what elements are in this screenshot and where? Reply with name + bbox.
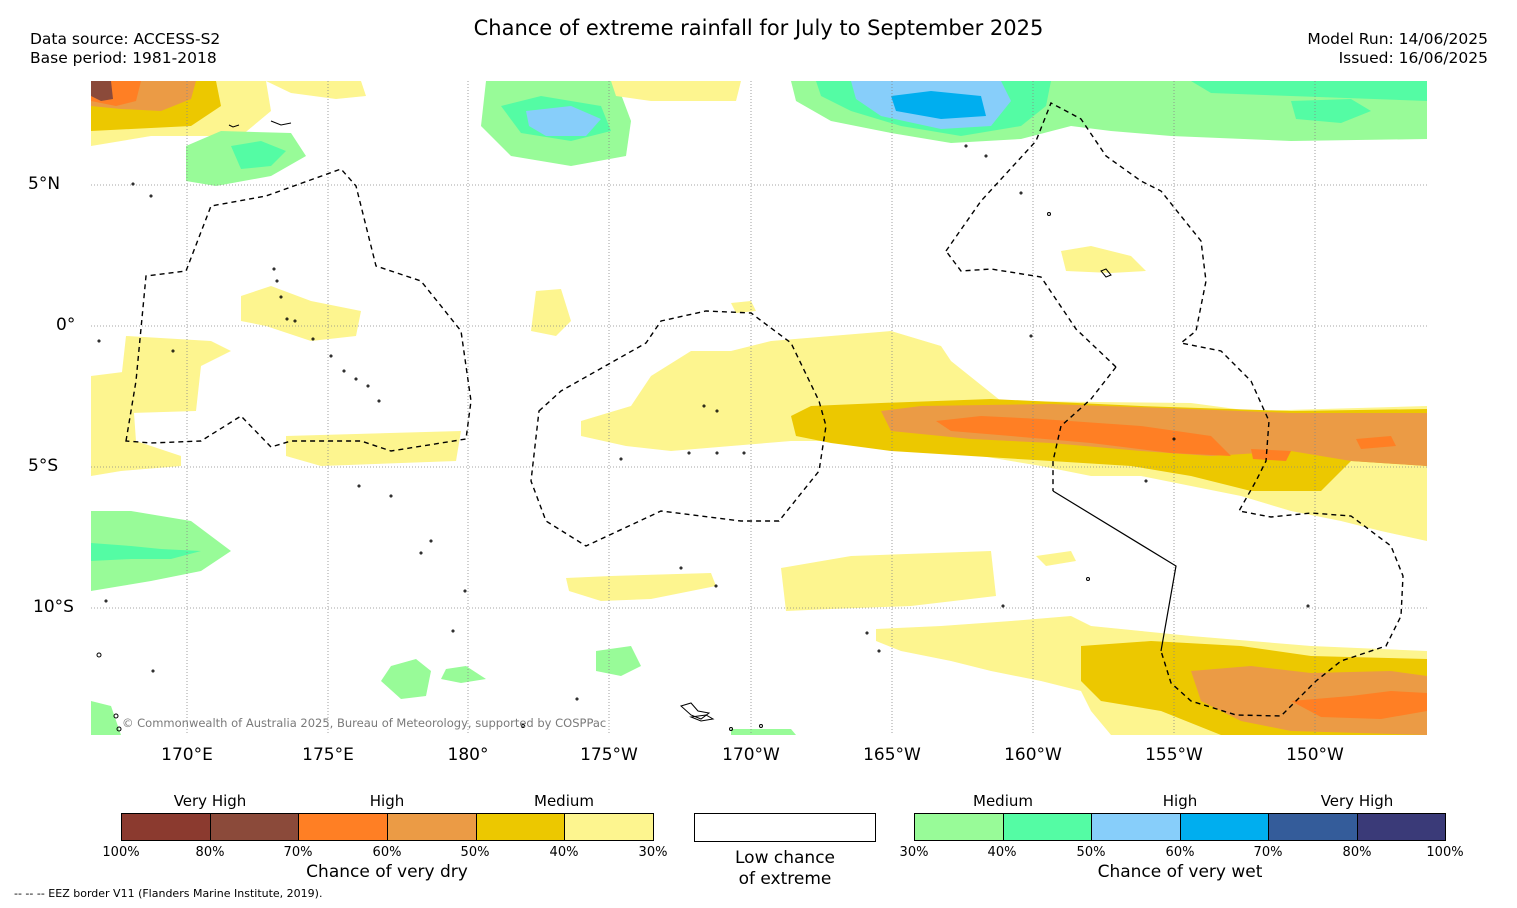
dry-tick: 70% bbox=[283, 845, 313, 860]
wet-swatch bbox=[1003, 814, 1092, 840]
wet-swatch bbox=[1092, 814, 1181, 840]
eez-border-note: -- -- -- EEZ border V11 (Flanders Marine… bbox=[14, 887, 323, 900]
dry-swatch bbox=[299, 814, 389, 840]
lon-label-155w: 155°W bbox=[1145, 745, 1203, 765]
dry-swatch bbox=[210, 814, 300, 840]
low-chance-line2: of extreme bbox=[738, 869, 832, 889]
dry-swatch bbox=[388, 814, 477, 840]
dry-cat-medium: Medium bbox=[534, 792, 594, 810]
wet-tick: 100% bbox=[1426, 845, 1464, 860]
lon-label-160w: 160°W bbox=[1004, 745, 1062, 765]
graticule bbox=[91, 81, 1427, 735]
dry-cat-very-high: Very High bbox=[173, 792, 247, 810]
dry-tick: 100% bbox=[102, 845, 140, 860]
base-period-text: Base period: 1981-2018 bbox=[30, 49, 217, 67]
wet-swatch bbox=[1357, 814, 1445, 840]
model-run-text: Model Run: 14/06/2025 bbox=[1307, 30, 1488, 48]
wet-swatch bbox=[915, 814, 1004, 840]
dry-tick: 80% bbox=[195, 845, 225, 860]
wet-tick: 70% bbox=[1253, 845, 1283, 860]
wet-tick: 80% bbox=[1342, 845, 1372, 860]
wet-cat-high: High bbox=[1162, 792, 1198, 810]
lat-label-10s: 10°S bbox=[33, 597, 74, 617]
wet-tick: 60% bbox=[1165, 845, 1195, 860]
wet-cat-very-high: Very High bbox=[1320, 792, 1394, 810]
dry-legend-title: Chance of very dry bbox=[306, 862, 468, 882]
low-chance-label: Low chance of extreme bbox=[694, 848, 876, 890]
islands bbox=[96, 120, 1310, 732]
copyright-notice: © Commonwealth of Australia 2025, Bureau… bbox=[122, 716, 607, 730]
wet-tick: 40% bbox=[987, 845, 1017, 860]
lon-label-175e: 175°E bbox=[302, 745, 354, 765]
issued-text: Issued: 16/06/2025 bbox=[1338, 49, 1488, 67]
lon-label-170w: 170°W bbox=[722, 745, 780, 765]
dry-colorbar bbox=[121, 813, 654, 841]
model-run-block: Model Run: 14/06/2025 Issued: 16/06/2025 bbox=[1307, 30, 1488, 68]
lat-label-5n: 5°N bbox=[28, 174, 61, 194]
lat-label-0: 0° bbox=[56, 315, 76, 335]
lon-label-170e: 170°E bbox=[161, 745, 213, 765]
dry-swatch bbox=[476, 814, 566, 840]
wet-cat-medium: Medium bbox=[973, 792, 1033, 810]
dry-cat-high: High bbox=[369, 792, 405, 810]
dry-swatch bbox=[565, 814, 654, 840]
wet-tick: 30% bbox=[899, 845, 929, 860]
dry-tick: 40% bbox=[549, 845, 579, 860]
lon-label-150w: 150°W bbox=[1286, 745, 1344, 765]
eez-borders bbox=[125, 102, 1404, 717]
lon-label-165w: 165°W bbox=[863, 745, 921, 765]
map-title: Chance of extreme rainfall for July to S… bbox=[473, 16, 1044, 40]
dry-tick: 30% bbox=[638, 845, 668, 860]
dry-swatch bbox=[122, 814, 211, 840]
lat-label-5s: 5°S bbox=[28, 456, 59, 476]
lon-label-175w: 175°W bbox=[580, 745, 638, 765]
lon-label-180: 180° bbox=[447, 745, 489, 765]
low-chance-line1: Low chance bbox=[735, 848, 835, 868]
wet-tick: 50% bbox=[1076, 845, 1106, 860]
low-chance-swatch bbox=[694, 813, 876, 842]
wet-swatch bbox=[1180, 814, 1269, 840]
eez-solid-border bbox=[1052, 490, 1177, 652]
wet-colorbar bbox=[914, 813, 1446, 841]
rainfall-patches bbox=[91, 81, 1427, 735]
dry-tick: 60% bbox=[372, 845, 402, 860]
wet-legend-title: Chance of very wet bbox=[1097, 862, 1263, 882]
dry-tick: 50% bbox=[460, 845, 490, 860]
data-source-block: Data source: ACCESS-S2 Base period: 1981… bbox=[30, 30, 220, 68]
wet-swatch bbox=[1269, 814, 1358, 840]
rainfall-map bbox=[91, 81, 1427, 735]
data-source-text: Data source: ACCESS-S2 bbox=[30, 30, 221, 48]
